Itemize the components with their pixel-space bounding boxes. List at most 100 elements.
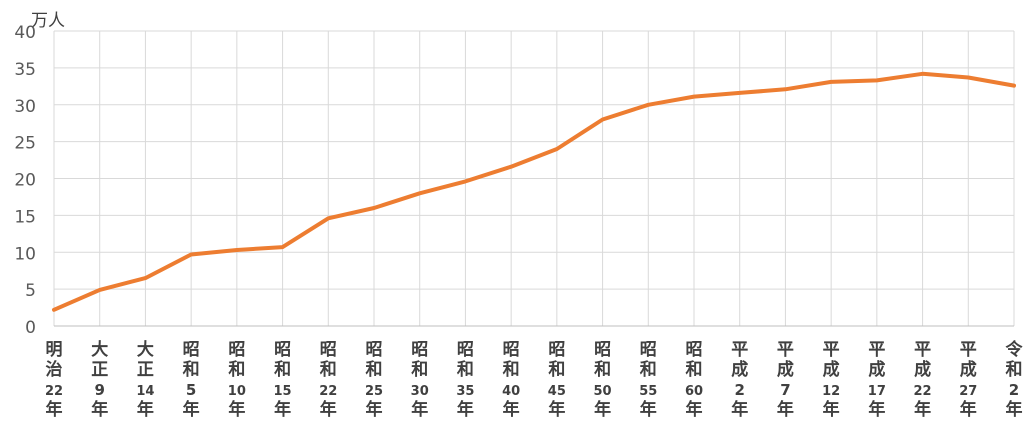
x-tick-label-part: 40 <box>502 384 520 399</box>
x-tick-label: 昭和 30 年 <box>411 340 429 420</box>
x-tick-label-part: 成 <box>868 359 885 380</box>
x-tick-label-part: 昭 <box>228 340 245 360</box>
x-tick-label-part: 年 <box>137 399 154 420</box>
x-tick-label-part: 和 <box>411 360 428 380</box>
x-tick-label-part: 成 <box>731 359 748 380</box>
y-tick-label: 40 <box>14 23 36 43</box>
x-tick-label-part: 令 <box>1006 339 1024 360</box>
data-point <box>966 75 970 79</box>
x-tick-label: 大正 9 年 <box>91 339 108 420</box>
x-tick-label: 昭和 10 年 <box>228 340 246 420</box>
y-tick-label: 10 <box>14 244 36 264</box>
x-tick-label: 平成 2 年 <box>731 340 748 420</box>
x-tick-label-part: 平 <box>914 340 931 360</box>
x-tick-label-part: 30 <box>411 384 429 399</box>
x-tick-label-part: 年 <box>46 399 63 420</box>
x-tick-label-part: 成 <box>823 359 840 380</box>
x-tick-label-part: 平 <box>960 340 977 360</box>
x-tick-label-part: 昭 <box>640 340 657 360</box>
data-point <box>509 165 513 169</box>
x-tick-label-part: 大 <box>137 339 154 360</box>
x-tick-label-part: 大 <box>91 339 108 360</box>
x-tick-label-part: 年 <box>320 399 337 420</box>
x-tick-label-part: 年 <box>274 399 291 420</box>
data-point <box>281 245 285 249</box>
x-tick-label-part: 和 <box>503 360 520 380</box>
x-tick-label: 大正 14 年 <box>136 339 154 420</box>
x-tick-label: 昭和 25 年 <box>365 340 383 420</box>
data-point <box>52 308 56 312</box>
x-tick-label: 昭和 40 年 <box>502 340 520 420</box>
x-tick-label-part: 14 <box>136 384 154 399</box>
data-point <box>829 80 833 84</box>
x-tick-label-part: 成 <box>777 359 794 380</box>
x-tick-label-part: 昭 <box>548 340 565 360</box>
x-tick-label: 昭和 15 年 <box>274 340 292 420</box>
x-tick-label-part: 5 <box>186 381 196 399</box>
x-tick-label: 昭和 60 年 <box>685 340 703 420</box>
x-tick-label-part: 和 <box>366 360 383 380</box>
x-tick-label-part: 年 <box>777 399 794 420</box>
y-axis-unit-label: 万人 <box>31 11 65 31</box>
x-tick-label-part: 昭 <box>411 340 428 360</box>
data-point <box>418 191 422 195</box>
data-point <box>326 216 330 220</box>
data-point <box>921 72 925 76</box>
x-tick-label-part: 平 <box>823 340 840 360</box>
series-line <box>52 71 1016 312</box>
x-tick-label-part: 年 <box>640 399 657 420</box>
x-tick-label-part: 正 <box>91 360 108 380</box>
data-point <box>692 95 696 99</box>
x-tick-label-part: 昭 <box>503 340 520 360</box>
x-tick-label-part: 明 <box>46 340 63 360</box>
x-tick-label-part: 平 <box>731 340 748 360</box>
x-tick-label: 昭和 22 年 <box>319 340 337 420</box>
data-point <box>372 206 376 210</box>
x-tick-label-part: 27 <box>959 384 977 399</box>
y-tick-label: 5 <box>25 281 36 301</box>
x-tick-label-part: 12 <box>822 384 840 399</box>
x-tick-label-part: 7 <box>780 381 790 399</box>
x-tick-label-part: 和 <box>640 360 657 380</box>
x-tick-label-part: 和 <box>274 360 291 380</box>
x-tick-label-part: 10 <box>228 384 246 399</box>
x-tick-label-part: 成 <box>914 359 931 380</box>
x-tick-label-part: 15 <box>274 384 292 399</box>
x-tick-label-part: 年 <box>228 399 245 420</box>
x-tick-label-part: 17 <box>868 384 886 399</box>
y-tick-label: 0 <box>25 318 36 338</box>
x-tick-label-part: 年 <box>548 399 565 420</box>
x-tick-label-part: 22 <box>319 384 337 399</box>
x-tick-label-part: 和 <box>228 360 245 380</box>
x-tick-label-part: 年 <box>411 399 428 420</box>
x-tick-label-part: 年 <box>594 399 611 420</box>
x-tick-label-part: 昭 <box>274 340 291 360</box>
x-tick-label: 昭和 55 年 <box>639 340 657 420</box>
data-point <box>601 118 605 121</box>
x-tick-label-part: 年 <box>366 399 383 420</box>
x-tick-label: 平成 22 年 <box>914 340 932 420</box>
data-point <box>646 103 650 107</box>
x-tick-label-part: 年 <box>183 399 200 420</box>
x-tick-label: 昭和 35 年 <box>456 340 474 420</box>
x-tick-label: 昭和 50 年 <box>594 340 612 420</box>
x-tick-label: 平成 7 年 <box>777 340 794 420</box>
x-tick-label-part: 昭 <box>686 340 703 360</box>
x-tick-label-part: 2 <box>1009 381 1019 399</box>
data-point <box>738 91 742 95</box>
x-tick-label: 平成 17 年 <box>868 340 886 420</box>
y-tick-label: 30 <box>14 97 36 117</box>
x-tick-label: 明治 22 年 <box>45 340 63 420</box>
x-tick-label-part: 平 <box>868 340 885 360</box>
x-tick-label-part: 和 <box>183 360 200 380</box>
x-tick-label-part: 昭 <box>183 340 200 360</box>
x-tick-label-part: 和 <box>548 360 565 380</box>
y-tick-label: 35 <box>14 60 36 80</box>
x-tick-label-part: 昭 <box>594 340 611 360</box>
x-tick-label-part: 年 <box>823 399 840 420</box>
y-tick-label: 20 <box>14 171 36 191</box>
x-tick-label-part: 正 <box>137 360 154 380</box>
x-tick-label-part: 治 <box>46 359 63 380</box>
x-tick-label-part: 和 <box>594 360 611 380</box>
